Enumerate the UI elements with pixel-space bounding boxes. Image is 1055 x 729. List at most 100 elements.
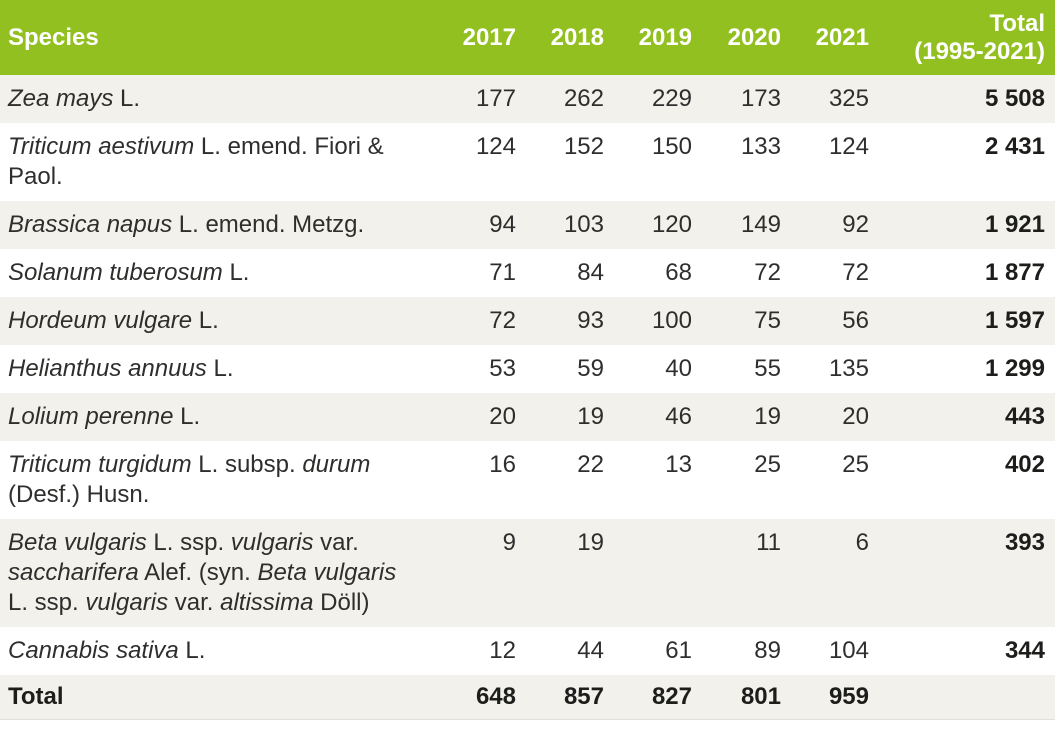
species-name-latin-segment: Lolium perenne (8, 403, 174, 430)
year-value-cell: 6 (855, 529, 869, 556)
species-name-latin-segment: Hordeum vulgare (8, 307, 193, 334)
year-value-cell: 152 (563, 133, 604, 160)
species-name-author-segment: L. (192, 307, 219, 334)
year-value-cell: 71 (489, 259, 516, 286)
year-value-cell (604, 519, 692, 627)
year-value-cell: 93 (577, 307, 604, 334)
row-total-cell: 393 (1004, 529, 1045, 556)
row-total-cell: 1 921 (984, 211, 1045, 238)
column-totals-row: Total 648 857 827 801 959 (0, 675, 1055, 720)
year-value-cell: 262 (563, 85, 604, 112)
column-total-cell: 827 (604, 675, 692, 720)
column-total-cell: 801 (692, 675, 781, 720)
species-name-cell: Triticum aestivum L. emend. Fiori & Paol… (0, 123, 428, 201)
species-name-latin-segment: Beta vulgaris (257, 559, 397, 586)
table-header: Species 2017 2018 2019 2020 2021 Total (… (0, 0, 1055, 75)
bottom-margin-strip (0, 720, 1055, 724)
table-row: Triticum turgidum L. subsp. durum (Desf.… (0, 441, 1055, 519)
row-total-cell: 344 (1004, 637, 1045, 664)
year-value-cell: 72 (842, 259, 869, 286)
year-value-cell: 100 (651, 307, 692, 334)
column-total-cell: 857 (516, 675, 604, 720)
header-year-2021: 2021 (781, 0, 869, 75)
year-value-cell: 20 (842, 403, 869, 430)
year-value-cell: 325 (828, 85, 869, 112)
species-name-cell: Triticum turgidum L. subsp. durum (Desf.… (0, 441, 428, 519)
species-name-latin-segment: Triticum aestivum (8, 133, 195, 160)
year-value-cell: 68 (665, 259, 692, 286)
year-value-cell: 19 (577, 529, 604, 556)
species-name-author-segment: L. subsp. (191, 451, 303, 478)
year-value-cell: 13 (665, 451, 692, 478)
year-value-cell: 11 (756, 529, 781, 556)
row-total-cell: 402 (1004, 451, 1045, 478)
year-value-cell: 55 (754, 355, 781, 382)
species-name-latin-segment: durum (302, 451, 371, 478)
table-row: Lolium perenne L. 20 19 46 19 20 443 (0, 393, 1055, 441)
year-value-cell: 61 (665, 637, 692, 664)
row-total-cell: 1 597 (984, 307, 1045, 334)
header-total: Total (1995-2021) (869, 0, 1055, 75)
header-year-2018: 2018 (516, 0, 604, 75)
species-name-author-segment: L. (222, 259, 250, 286)
species-name-cell: Zea mays L. (0, 75, 428, 123)
year-value-cell: 12 (489, 637, 516, 664)
species-name-cell: Solanum tuberosum L. (0, 249, 428, 297)
year-value-cell: 59 (577, 355, 604, 382)
grand-total-cell (869, 675, 1055, 720)
year-value-cell: 92 (842, 211, 869, 238)
species-name-author-segment: L. ssp. (146, 529, 231, 556)
table-row: Helianthus annuus L. 53 59 40 55 135 1 299 (0, 345, 1055, 393)
header-year-2020: 2020 (692, 0, 781, 75)
column-total-cell: 648 (428, 675, 516, 720)
year-value-cell: 124 (828, 133, 869, 160)
year-value-cell: 20 (489, 403, 516, 430)
row-total-cell: 5 508 (984, 85, 1045, 112)
species-name-author-segment: L. ssp. (8, 589, 86, 616)
species-name-author-segment: (Desf.) Husn. (8, 481, 150, 508)
species-name-latin-segment: Helianthus annuus (8, 355, 207, 382)
year-value-cell: 56 (842, 307, 869, 334)
year-value-cell: 44 (577, 637, 604, 664)
year-value-cell: 177 (475, 85, 516, 112)
row-total-cell: 443 (1004, 403, 1045, 430)
year-value-cell: 150 (651, 133, 692, 160)
year-value-cell: 84 (577, 259, 604, 286)
year-value-cell: 229 (651, 85, 692, 112)
species-name-cell: Brassica napus L. emend. Metzg. (0, 201, 428, 249)
species-name-cell: Lolium perenne L. (0, 393, 428, 441)
year-value-cell: 25 (842, 451, 869, 478)
table-row: Cannabis sativa L. 12 44 61 89 104 344 (0, 627, 1055, 675)
header-year-2019: 2019 (604, 0, 692, 75)
row-total-cell: 1 877 (984, 259, 1045, 286)
header-year-2017: 2017 (428, 0, 516, 75)
totals-label-cell: Total (0, 675, 428, 720)
table-row: Beta vulgaris L. ssp. vulgaris var. sacc… (0, 519, 1055, 627)
year-value-cell: 72 (489, 307, 516, 334)
species-name-author-segment: L. (206, 355, 234, 382)
species-name-author-segment: var. (168, 589, 221, 616)
species-name-latin-segment: Brassica napus (8, 211, 173, 238)
species-name-latin-segment: saccharifera (8, 559, 139, 586)
table-row: Brassica napus L. emend. Metzg. 94 103 120 1… (0, 201, 1055, 249)
header-total-line1: Total (989, 9, 1045, 37)
species-name-latin-segment: Solanum tuberosum (8, 259, 223, 286)
species-name-author-segment: Döll) (313, 589, 370, 616)
species-name-author-segment: L. (113, 85, 141, 112)
species-name-author-segment: L. (173, 403, 201, 430)
year-value-cell: 16 (489, 451, 516, 478)
species-name-cell: Hordeum vulgare L. (0, 297, 428, 345)
table-body: Zea mays L. 177 262 229 173 325 5 508 Triticum … (0, 75, 1055, 720)
year-value-cell: 173 (740, 85, 781, 112)
table-row: Solanum tuberosum L. 71 84 68 72 72 1 877 (0, 249, 1055, 297)
species-name-latin-segment: altissima (220, 589, 314, 616)
year-value-cell: 94 (489, 211, 516, 238)
species-name-author-segment: Alef. (syn. (138, 559, 258, 586)
species-name-cell: Beta vulgaris L. ssp. vulgaris var. sacc… (0, 519, 428, 627)
species-name-author-segment: L. (178, 637, 206, 664)
table-row: Zea mays L. 177 262 229 173 325 5 508 (0, 75, 1055, 123)
header-total-line2: (1995-2021) (914, 37, 1045, 65)
year-value-cell: 9 (502, 529, 516, 556)
year-value-cell: 46 (665, 403, 692, 430)
